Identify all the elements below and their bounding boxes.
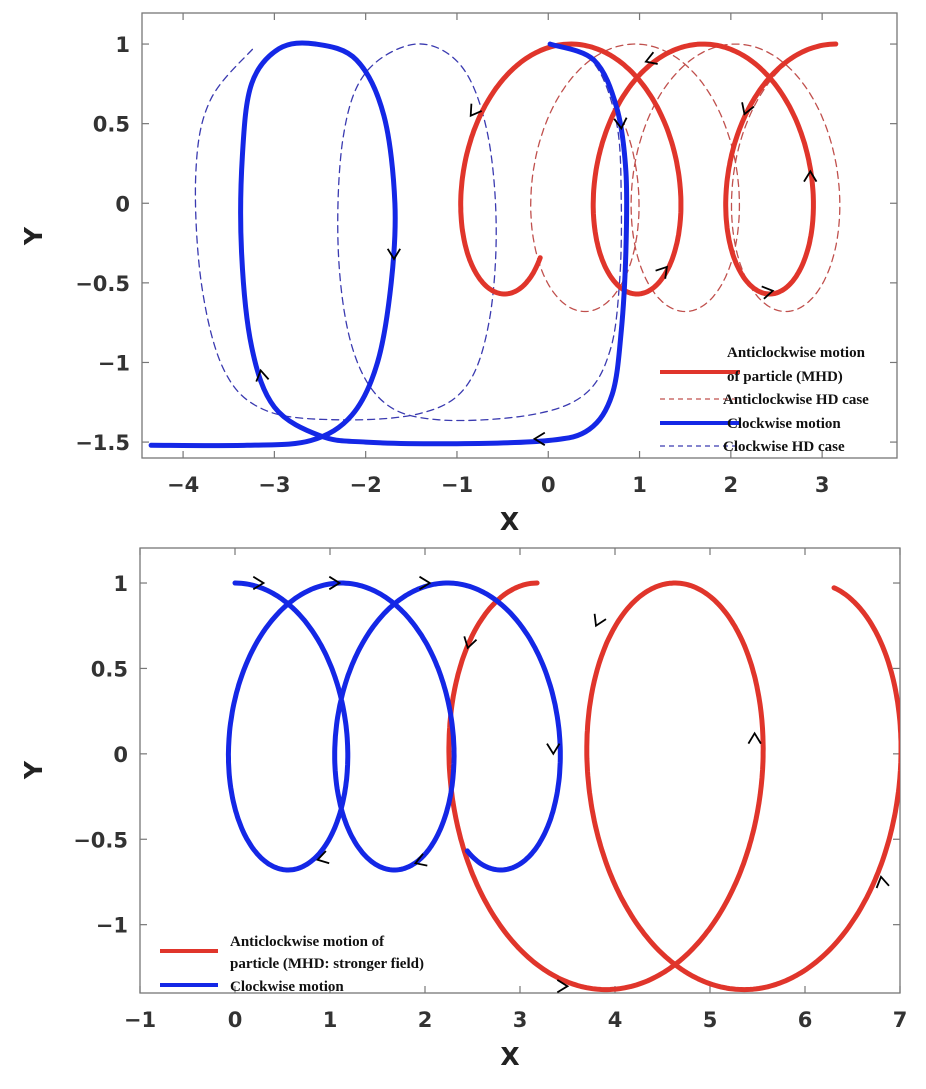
legend-label: Anticlockwise motion of — [230, 934, 385, 950]
y-tick-label: 0 — [115, 192, 130, 216]
direction-arrow-icon — [469, 103, 483, 118]
legend: Anticlockwise motion of particle (MHD: st… — [160, 934, 424, 995]
legend-label: Clockwise HD case — [723, 439, 845, 455]
x-tick-label: 1 — [632, 473, 647, 497]
x-tick-label: 3 — [513, 1008, 528, 1032]
y-tick-label: −1 — [96, 914, 128, 938]
y-tick-label: 0.5 — [91, 657, 128, 681]
x-tick-label: −2 — [350, 473, 382, 497]
direction-arrow-icon — [761, 285, 775, 300]
y-tick-label: 1 — [113, 572, 128, 596]
y-tick-label: −0.5 — [75, 272, 130, 296]
direction-arrow-icon — [252, 575, 266, 591]
x-tick-label: 3 — [815, 473, 830, 497]
direction-arrow-icon — [613, 117, 628, 131]
x-tick-label: 6 — [798, 1008, 813, 1032]
x-tick-label: 1 — [323, 1008, 338, 1032]
y-tick-label: −0.5 — [73, 828, 128, 852]
x-tick-label: 4 — [608, 1008, 623, 1032]
direction-arrow-icon — [328, 575, 342, 591]
x-tick-label: 2 — [418, 1008, 433, 1032]
direction-arrow-icon — [875, 875, 890, 889]
direction-arrow-icon — [532, 431, 546, 446]
direction-arrow-icon — [644, 51, 658, 65]
x-tick-label: −3 — [258, 473, 290, 497]
x-tick-label: −1 — [124, 1008, 156, 1032]
direction-arrow-icon — [655, 265, 668, 279]
direction-arrow-icon — [315, 850, 330, 865]
axes-box — [141, 12, 898, 459]
direction-arrow-icon — [803, 169, 818, 183]
legend: Anticlockwise motion of particle (MHD) Ant… — [660, 345, 869, 455]
direction-arrow-icon — [556, 979, 570, 994]
direction-arrow-icon — [386, 248, 401, 261]
legend-label: Clockwise motion — [230, 979, 344, 995]
x-tick-label: −1 — [441, 473, 473, 497]
series-line-red — [446, 580, 900, 993]
x-tick-label: 7 — [893, 1008, 908, 1032]
series-line-red — [458, 41, 839, 297]
y-tick-label: 0 — [113, 743, 128, 767]
x-tick-label: −4 — [167, 473, 199, 497]
direction-arrow-icon — [747, 731, 762, 745]
legend-label: of particle (MHD) — [727, 369, 843, 385]
subplot-2: −1 0 1 2 3 4 5 6 7 1 0.5 0 −0.5 −1 X Y Anticlockwise mot… — [19, 547, 908, 1071]
y-tick-label: −1.5 — [75, 431, 130, 455]
x-axis-label: X — [500, 1042, 519, 1071]
x-tick-label: 5 — [703, 1008, 718, 1032]
legend-label: Clockwise motion — [727, 416, 841, 432]
direction-arrow-icon — [546, 743, 561, 756]
x-tick-label: 0 — [228, 1008, 243, 1032]
direction-arrow-icon — [741, 102, 755, 116]
x-axis-label: X — [500, 507, 519, 536]
y-tick-label: 1 — [115, 33, 130, 57]
series-line-blue-dashed — [194, 43, 623, 422]
axes-box — [139, 547, 901, 994]
y-tick-label: 0.5 — [93, 113, 130, 137]
series-line-blue — [225, 580, 563, 873]
direction-arrow-icon — [463, 636, 478, 650]
direction-arrow-icon — [419, 575, 432, 591]
y-axis-label: Y — [19, 760, 48, 780]
legend-label: Anticlockwise motion — [727, 345, 866, 361]
direction-arrow-icon — [255, 368, 270, 382]
subplot-1: −4 −3 −2 −1 0 1 2 3 1 0.5 0 −0.5 −1 −1.5 X Y Anticlockwi… — [19, 12, 898, 536]
direction-arrow-icon — [593, 613, 607, 628]
y-tick-label: −1 — [98, 351, 130, 375]
x-tick-label: 2 — [724, 473, 739, 497]
legend-label: particle (MHD: stronger field) — [230, 956, 424, 972]
direction-arrow-icon — [413, 853, 428, 867]
x-tick-label: 0 — [541, 473, 556, 497]
legend-label: Anticlockwise HD case — [723, 392, 869, 408]
y-axis-label: Y — [19, 226, 48, 246]
series-line-blue — [148, 40, 630, 449]
